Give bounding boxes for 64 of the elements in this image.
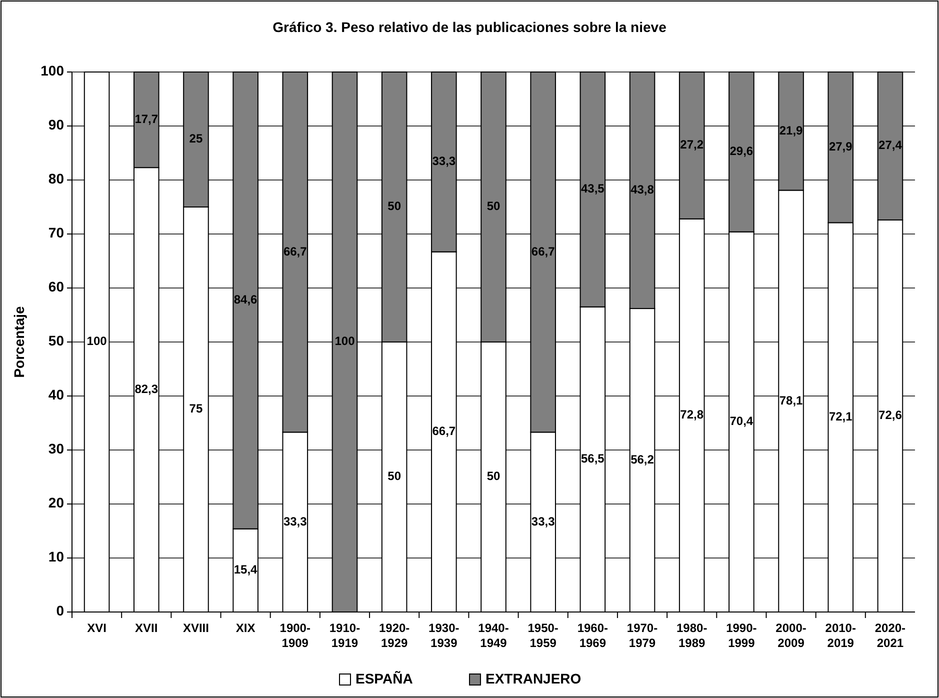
x-tick-label: 1900-1909 [280, 621, 310, 650]
x-tick-label: XVI [87, 621, 106, 635]
x-tick-label: XVII [135, 621, 158, 635]
data-label: 50 [388, 469, 402, 484]
x-tick-label: 2020-2021 [874, 621, 906, 650]
data-label: 33,3 [531, 514, 556, 528]
data-label: 66,7 [283, 244, 308, 258]
x-tick-label: 2000-2009 [776, 621, 806, 650]
data-label: 25 [189, 132, 203, 146]
x-tick-label: 1910-1919 [329, 621, 360, 650]
data-label: 43,8 [630, 182, 654, 196]
y-tick-label: 60 [48, 278, 64, 295]
data-label: 72,6 [878, 408, 902, 422]
x-tick-label: 2010-2019 [825, 621, 856, 650]
y-tick-label: 30 [48, 440, 64, 457]
data-label: 27,4 [878, 138, 902, 152]
data-label: 72,1 [828, 410, 853, 424]
data-label: 50 [486, 469, 500, 484]
x-tick-label: XVIII [182, 621, 209, 635]
data-label: 72,8 [680, 408, 704, 422]
x-tick-label: 1990-1999 [726, 621, 757, 650]
data-label: 56,2 [630, 452, 654, 466]
y-tick-label: 0 [56, 602, 64, 619]
data-label: 17,7 [134, 112, 158, 126]
y-axis-title: Porcentaje [11, 306, 27, 378]
data-label: 33,3 [283, 514, 308, 528]
data-label: 27,9 [828, 140, 853, 154]
data-label: 33,3 [432, 154, 456, 168]
data-label: 66,7 [531, 244, 556, 258]
data-label: 21,9 [779, 123, 804, 138]
y-tick-label: 50 [48, 332, 64, 349]
data-label: 43,5 [580, 182, 605, 196]
data-label: 27,2 [680, 138, 704, 152]
data-label: 56,5 [580, 452, 605, 466]
data-label: 75 [189, 402, 203, 416]
x-tick-label: 1980-1989 [676, 621, 708, 650]
y-tick-label: 20 [48, 494, 64, 511]
data-label: 15,4 [234, 562, 258, 577]
data-label: 50 [486, 199, 500, 214]
x-tick-label: 1940-1949 [478, 621, 509, 650]
y-tick-label: 10 [48, 548, 64, 565]
x-tick-label: 1920-1929 [378, 621, 410, 650]
data-label: 84,6 [234, 292, 258, 307]
x-tick-label: 1970-1979 [626, 621, 658, 650]
data-label: 100 [334, 334, 356, 348]
legend-label: EXTRANJERO [486, 670, 582, 687]
y-tick-label: 70 [48, 224, 64, 241]
data-label: 78,1 [779, 393, 804, 408]
chart-title: Gráfico 3. Peso relativo de las publicaciones sobre la nieve [272, 19, 667, 35]
data-label: 50 [388, 199, 402, 214]
y-tick-label: 90 [48, 116, 64, 133]
x-tick-label: 1950-1959 [528, 621, 558, 650]
data-label: 66,7 [432, 424, 456, 438]
data-label: 82,3 [134, 382, 158, 396]
y-tick-label: 80 [48, 170, 64, 187]
x-tick-label: XIX [236, 621, 256, 635]
y-tick-label: 100 [40, 62, 64, 79]
x-tick-label: 1930-1939 [428, 621, 460, 650]
data-label: 29,6 [730, 144, 754, 158]
data-label: 100 [86, 334, 108, 348]
y-tick-label: 40 [48, 386, 64, 403]
data-label: 70,4 [730, 414, 754, 428]
legend-label: ESPAÑA [356, 670, 413, 687]
x-tick-label: 1960-1969 [577, 621, 608, 650]
